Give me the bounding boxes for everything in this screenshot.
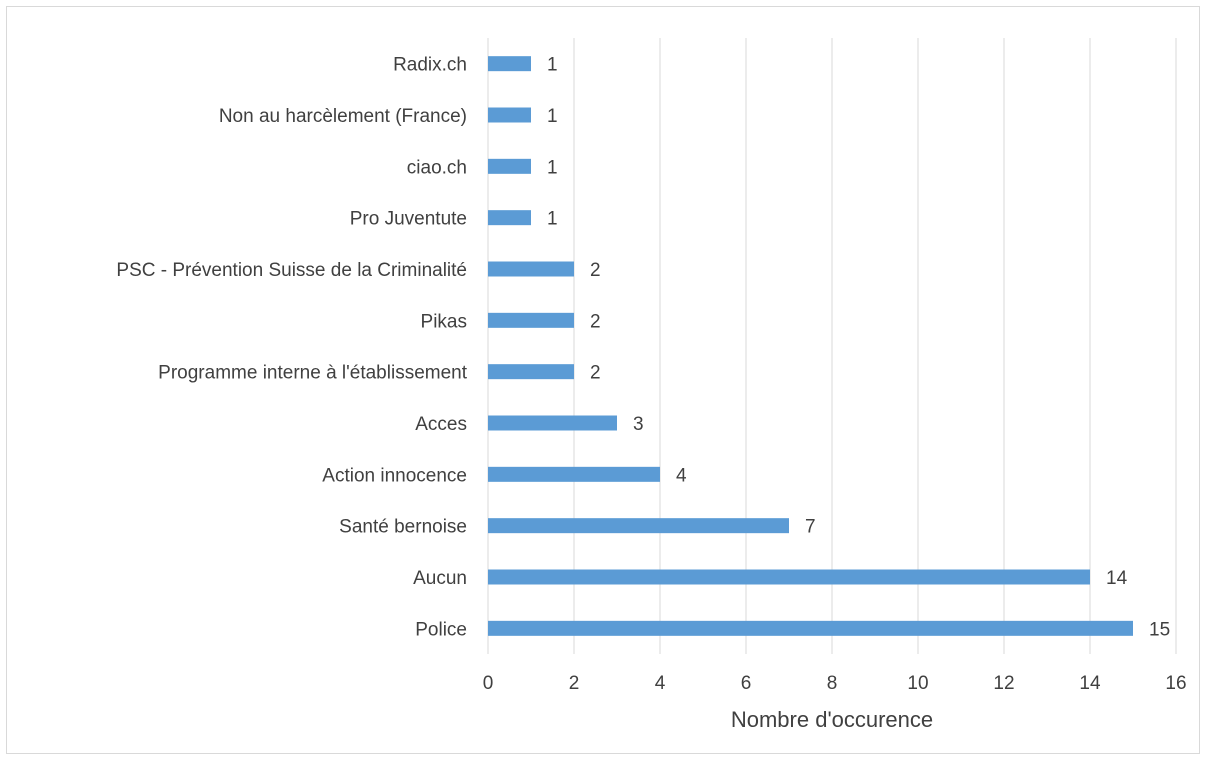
category-label: Santé bernoise bbox=[339, 517, 467, 538]
x-tick-label: 16 bbox=[1165, 673, 1186, 694]
bar bbox=[488, 364, 574, 380]
data-label: 14 bbox=[1106, 568, 1128, 589]
data-label: 1 bbox=[547, 106, 558, 127]
data-label: 4 bbox=[676, 465, 687, 486]
data-label: 2 bbox=[590, 260, 601, 281]
bar bbox=[488, 466, 660, 482]
data-label: 3 bbox=[633, 414, 644, 435]
x-tick-label: 12 bbox=[993, 673, 1014, 694]
x-tick-label: 6 bbox=[741, 673, 752, 694]
x-tick-label: 10 bbox=[907, 673, 928, 694]
data-label: 1 bbox=[547, 157, 558, 178]
category-label: Programme interne à l'établissement bbox=[158, 363, 468, 384]
x-tick-label: 14 bbox=[1079, 673, 1101, 694]
category-label: Radix.ch bbox=[393, 55, 467, 76]
category-label: Pro Juventute bbox=[350, 209, 467, 230]
x-tick-label: 4 bbox=[655, 673, 666, 694]
data-label: 15 bbox=[1149, 619, 1170, 640]
gridlines bbox=[487, 38, 1177, 654]
bar bbox=[488, 415, 617, 431]
data-label: 1 bbox=[547, 209, 558, 230]
data-label: 2 bbox=[590, 363, 601, 384]
bar bbox=[488, 56, 531, 72]
category-label: Police bbox=[415, 619, 467, 640]
bar bbox=[488, 620, 1133, 636]
category-label: Action innocence bbox=[322, 465, 467, 486]
bar bbox=[488, 569, 1090, 585]
category-label: PSC - Prévention Suisse de la Criminalit… bbox=[116, 260, 467, 281]
category-label: Pikas bbox=[421, 311, 467, 332]
data-label: 7 bbox=[805, 517, 816, 538]
x-tick-label: 0 bbox=[483, 673, 494, 694]
category-label: Acces bbox=[415, 414, 467, 435]
bar bbox=[488, 107, 531, 123]
category-label: Aucun bbox=[413, 568, 467, 589]
bars bbox=[488, 56, 1133, 636]
x-tick-label: 8 bbox=[827, 673, 838, 694]
bar bbox=[488, 312, 574, 328]
category-label: ciao.ch bbox=[407, 157, 467, 178]
bar bbox=[488, 158, 531, 174]
bar bbox=[488, 261, 574, 277]
data-label: 1 bbox=[547, 55, 558, 76]
x-axis-title: Nombre d'occurence bbox=[731, 707, 933, 732]
bar bbox=[488, 210, 531, 226]
data-label: 2 bbox=[590, 311, 601, 332]
category-label: Non au harcèlement (France) bbox=[219, 106, 467, 127]
bar bbox=[488, 518, 789, 534]
x-tick-label: 2 bbox=[569, 673, 580, 694]
